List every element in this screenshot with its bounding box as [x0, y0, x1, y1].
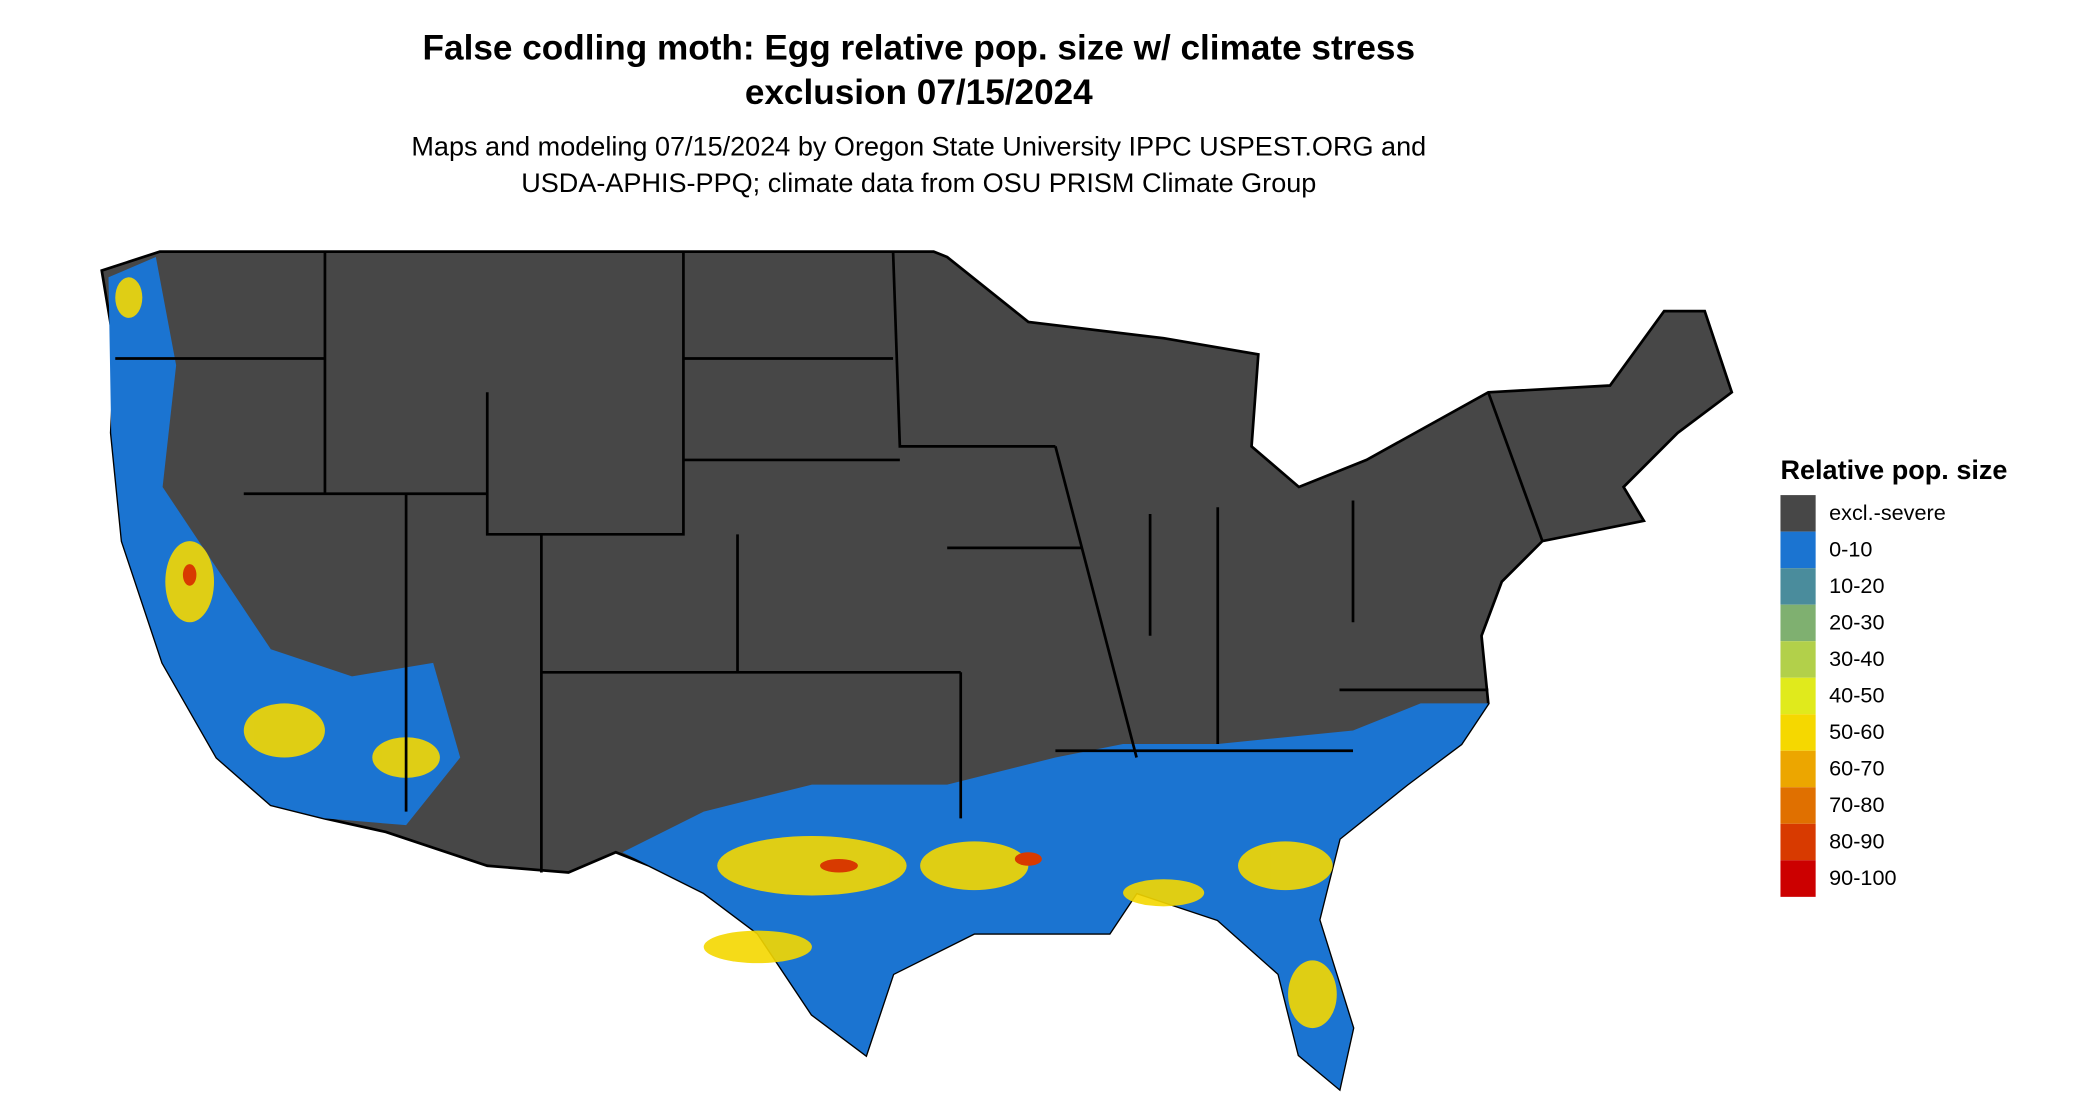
- legend-swatch: [1780, 714, 1816, 751]
- legend-label: 70-80: [1829, 792, 1884, 817]
- legend-label: 80-90: [1829, 828, 1884, 853]
- legend-swatch: [1780, 677, 1816, 715]
- region-peak: [182, 564, 1042, 873]
- legend-label: 0-10: [1829, 536, 1872, 561]
- subtitle-line: USDA-APHIS-PPQ; climate data from OSU PR…: [521, 168, 1316, 198]
- legend: excl.-severe 0-10 10-20 20-30 30-40 40-50 50-6…: [1780, 495, 1946, 897]
- legend-label: 90-100: [1829, 865, 1896, 890]
- title-line: exclusion 07/15/2024: [745, 73, 1093, 112]
- subtitle-line: Maps and modeling 07/15/2024 by Oregon S…: [411, 132, 1426, 162]
- legend-swatch: [1780, 495, 1816, 532]
- us-map: [100, 250, 1734, 1092]
- region-high: [115, 277, 1337, 1029]
- land-excluded: [100, 250, 1734, 1092]
- legend-label: 30-40: [1829, 646, 1884, 671]
- region-low: [622, 703, 1489, 1089]
- state-borders: [115, 251, 1544, 873]
- legend-swatch: [1780, 860, 1816, 897]
- title-line: False codling moth: Egg relative pop. si…: [423, 29, 1415, 68]
- legend-label: excl.-severe: [1829, 500, 1946, 525]
- legend-label: 20-30: [1829, 609, 1884, 634]
- region-low: [108, 257, 461, 826]
- legend-swatch: [1780, 531, 1816, 569]
- legend-label: 60-70: [1829, 755, 1884, 780]
- legend-swatch: [1780, 750, 1816, 788]
- legend-swatch: [1780, 604, 1816, 642]
- legend-swatch: [1780, 568, 1816, 605]
- legend-swatch: [1780, 823, 1816, 861]
- legend-label: 50-60: [1829, 719, 1884, 744]
- legend-label: 10-20: [1829, 573, 1884, 598]
- legend-swatch: [1780, 787, 1816, 824]
- legend-title: Relative pop. size: [1780, 455, 2007, 485]
- legend-swatch: [1780, 641, 1816, 678]
- legend-label: 40-50: [1829, 682, 1884, 707]
